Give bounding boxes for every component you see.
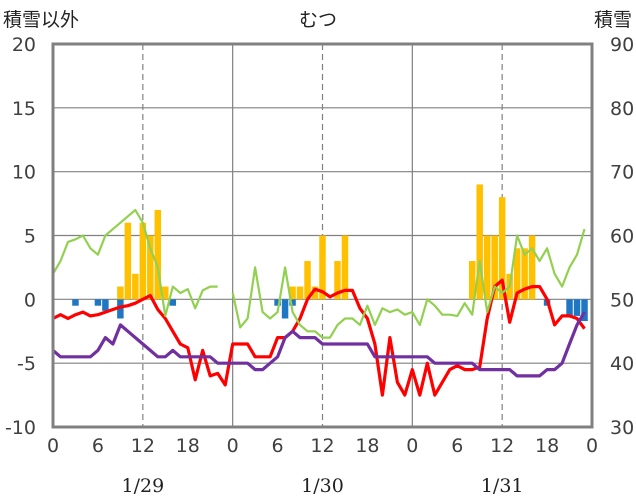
snowfall-bar <box>162 286 169 300</box>
precip-bar <box>281 299 289 319</box>
snowfall-bar <box>491 235 498 300</box>
precip-bar <box>94 299 102 306</box>
y-right-tick-label: 80 <box>610 98 634 120</box>
snowfall-bar <box>296 286 304 300</box>
precip-bar <box>573 299 581 316</box>
y-left-tick-label: 10 <box>12 162 36 184</box>
x-hour-tick-label: 6 <box>92 435 104 457</box>
snowfall-bar <box>139 222 147 300</box>
y-left-tick-label: 15 <box>12 98 36 120</box>
snowfall-bar <box>483 235 491 300</box>
right-axis-label: 積雪 <box>594 9 632 31</box>
y-left-tick-label: -10 <box>5 417 36 439</box>
left-axis-label: 積雪以外 <box>3 9 79 31</box>
x-hour-tick-label: 6 <box>451 435 463 457</box>
snowfall-bar <box>498 197 506 300</box>
y-right-tick-label: 30 <box>610 417 634 439</box>
date-label: 1/31 <box>481 475 524 497</box>
x-hour-tick-label: 0 <box>227 435 239 457</box>
temperature-line <box>52 278 586 397</box>
precip-bar <box>274 299 281 306</box>
snowfall-bar <box>147 235 154 300</box>
precip-bar <box>289 299 296 306</box>
x-hour-tick-label: 12 <box>131 435 155 457</box>
snowfall-bar <box>132 273 139 300</box>
snowfall-bar <box>117 286 124 300</box>
x-hour-tick-label: 0 <box>406 435 418 457</box>
snowfall-bar <box>468 261 476 300</box>
precip-bar <box>169 299 177 306</box>
precip-bar <box>581 299 588 322</box>
y-right-tick-label: 40 <box>610 353 634 375</box>
snowfall-bar <box>154 209 162 300</box>
precip-bar <box>566 299 573 316</box>
bar-series <box>72 184 588 322</box>
precip-bar <box>102 299 109 311</box>
y-right-tick-label: 50 <box>610 289 634 311</box>
x-hour-tick-label: 12 <box>310 435 334 457</box>
snowfall-bar <box>476 184 483 300</box>
precip-bar <box>117 299 124 319</box>
snowfall-bar <box>341 235 349 300</box>
y-right-tick-label: 70 <box>610 162 634 184</box>
snowfall-bar <box>124 222 132 300</box>
snowfall-bar <box>311 286 319 300</box>
line-series <box>51 208 586 397</box>
snowfall-bar <box>319 235 326 300</box>
date-label: 1/30 <box>301 475 344 497</box>
date-label: 1/29 <box>121 475 164 497</box>
precip-bar <box>72 299 79 306</box>
x-hour-tick-label: 18 <box>176 435 200 457</box>
plot-frame <box>51 42 594 429</box>
snowfall-bar <box>528 235 536 300</box>
green-line <box>52 208 218 317</box>
y-left-tick-label: 0 <box>24 289 36 311</box>
snowfall-bar <box>289 286 296 300</box>
snowfall-bar <box>304 261 311 300</box>
y-right-tick-label: 90 <box>610 34 634 56</box>
snowfall-bar <box>513 248 521 300</box>
y-left-tick-label: 20 <box>12 34 36 56</box>
snowfall-bar <box>334 261 341 300</box>
green-line <box>231 228 586 339</box>
snow-depth-line <box>51 311 586 378</box>
x-hour-tick-label: 18 <box>355 435 379 457</box>
y-right-tick-label: 60 <box>610 226 634 248</box>
x-hour-tick-label: 6 <box>272 435 284 457</box>
snowfall-bar <box>521 248 528 300</box>
x-hour-tick-label: 18 <box>535 435 559 457</box>
chart-title: むつ <box>299 9 337 31</box>
x-hour-tick-label: 0 <box>47 435 59 457</box>
y-left-tick-label: 5 <box>24 226 36 248</box>
x-hour-tick-label: 12 <box>490 435 514 457</box>
y-left-tick-label: -5 <box>17 353 36 375</box>
x-hour-tick-label: 0 <box>586 435 598 457</box>
